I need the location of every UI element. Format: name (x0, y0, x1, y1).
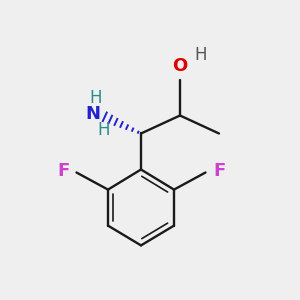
Text: H: H (195, 46, 207, 64)
Text: H: H (97, 121, 110, 139)
Text: O: O (172, 57, 188, 75)
Text: F: F (57, 162, 69, 180)
Text: F: F (213, 162, 225, 180)
Text: H: H (90, 89, 102, 107)
Text: N: N (85, 105, 100, 123)
